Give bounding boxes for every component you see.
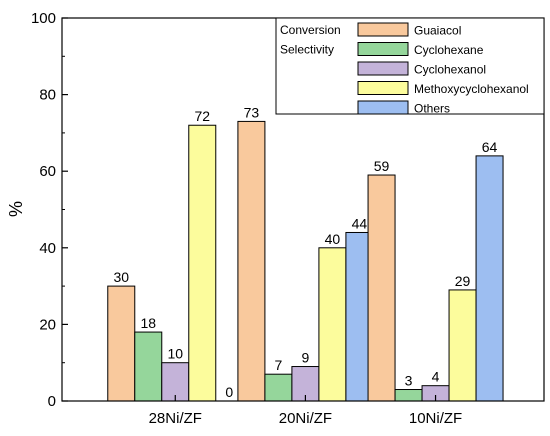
data-label: 9 bbox=[302, 350, 310, 366]
data-label: 10 bbox=[167, 346, 183, 362]
legend-group-label: Conversion bbox=[280, 23, 341, 37]
legend-group-label: Selectivity bbox=[280, 43, 334, 57]
legend-label: Cyclohexanol bbox=[414, 63, 486, 77]
data-label: 4 bbox=[432, 369, 440, 385]
data-label: 30 bbox=[113, 269, 129, 285]
legend-swatch-cyclohexanol bbox=[357, 61, 409, 76]
legend-label: Guaiacol bbox=[414, 24, 461, 38]
legend: Conversion Selectivity Guaiacol Cyclohexane… bbox=[275, 17, 545, 116]
data-label: 44 bbox=[352, 215, 368, 231]
legend-label: Others bbox=[414, 102, 450, 116]
bar-guaiacol-0 bbox=[107, 285, 136, 402]
bar-cyclohexane-0 bbox=[134, 331, 163, 402]
x-tick-label: 10Ni/ZF bbox=[409, 410, 462, 427]
y-axis-label: % bbox=[6, 201, 26, 217]
legend-label: Cyclohexane bbox=[414, 43, 484, 57]
bar-methoxycyclohexanol-0 bbox=[188, 124, 217, 402]
data-label: 64 bbox=[482, 139, 498, 155]
data-label: 7 bbox=[275, 357, 283, 373]
y-tick-label: 100 bbox=[31, 10, 56, 27]
data-label: 3 bbox=[405, 373, 413, 389]
data-label: 40 bbox=[325, 231, 341, 247]
data-label: 18 bbox=[140, 315, 156, 331]
bar-methoxycyclohexanol-2 bbox=[448, 289, 477, 402]
bars-layer bbox=[107, 120, 504, 402]
legend-swatch-methoxycyclohexanol bbox=[357, 81, 409, 95]
y-tick-label: 60 bbox=[39, 163, 56, 180]
data-label: 0 bbox=[225, 384, 233, 400]
legend-swatch-others bbox=[357, 100, 409, 115]
data-label: 29 bbox=[455, 273, 471, 289]
y-tick-label: 20 bbox=[39, 316, 56, 333]
legend-swatch-cyclohexane bbox=[357, 42, 409, 56]
bar-cyclohexane-2 bbox=[394, 389, 423, 402]
legend-box bbox=[275, 17, 545, 115]
data-label: 72 bbox=[194, 108, 210, 124]
legend-swatch-guaiacol bbox=[357, 22, 409, 37]
bar-methoxycyclohexanol-1 bbox=[318, 247, 347, 402]
data-labels-layer: 30 18 10 72 0 73 7 9 40 44 59 3 4 29 64 bbox=[113, 104, 497, 400]
bar-cyclohexane-1 bbox=[264, 373, 293, 402]
x-tick-label: 20Ni/ZF bbox=[279, 410, 332, 427]
y-tick-label: 40 bbox=[39, 240, 56, 257]
bar-guaiacol-2 bbox=[367, 174, 396, 402]
bar-guaiacol-1 bbox=[237, 120, 266, 402]
data-label: 73 bbox=[244, 104, 260, 120]
y-tick-label: 80 bbox=[39, 87, 56, 104]
bar-cyclohexanol-0 bbox=[161, 362, 190, 402]
x-tick-label: 28Ni/ZF bbox=[149, 410, 202, 427]
data-label: 59 bbox=[374, 158, 390, 174]
legend-label: Methoxycyclohexanol bbox=[414, 82, 529, 96]
y-tick-label: 0 bbox=[48, 393, 56, 410]
bar-others-2 bbox=[475, 155, 504, 402]
